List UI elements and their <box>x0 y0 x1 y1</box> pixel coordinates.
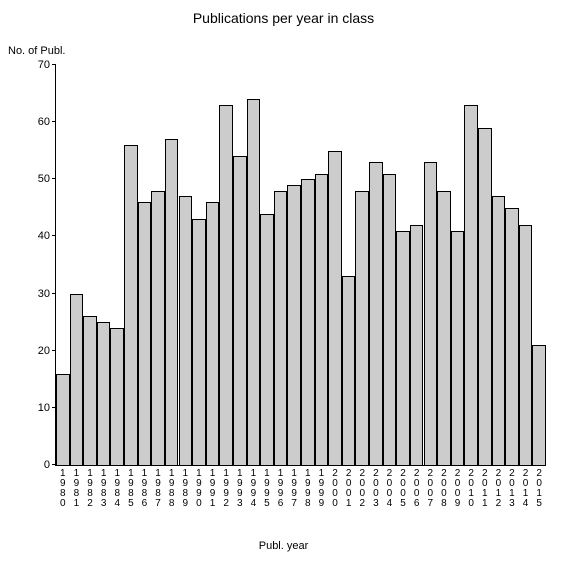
y-tick-label: 50 <box>38 173 56 185</box>
x-tick-label: 1990 <box>192 465 206 509</box>
x-tick-label: 1985 <box>124 465 138 509</box>
bar <box>219 105 233 465</box>
bar <box>369 162 383 465</box>
bar <box>260 214 274 465</box>
x-axis-label: Publ. year <box>0 540 567 552</box>
bar <box>179 196 193 465</box>
bar <box>233 156 247 465</box>
x-tick-label: 1981 <box>70 465 84 509</box>
x-tick-label: 2009 <box>451 465 465 509</box>
x-tick-label: 2005 <box>396 465 410 509</box>
x-tick-label: 1992 <box>219 465 233 509</box>
x-tick-label: 2004 <box>383 465 397 509</box>
bar <box>138 202 152 465</box>
x-tick-label: 1987 <box>151 465 165 509</box>
bar <box>192 219 206 465</box>
bar <box>206 202 220 465</box>
bar <box>287 185 301 465</box>
x-tick-label: 1995 <box>260 465 274 509</box>
y-tick-mark <box>52 121 56 122</box>
x-tick-label: 2012 <box>492 465 506 509</box>
x-tick-label: 1982 <box>83 465 97 509</box>
x-tick-label: 2008 <box>437 465 451 509</box>
y-tick-label: 0 <box>44 459 56 471</box>
x-tick-label: 2003 <box>369 465 383 509</box>
x-tick-label: 1986 <box>138 465 152 509</box>
bar <box>451 231 465 465</box>
bar <box>437 191 451 465</box>
y-tick-mark <box>52 178 56 179</box>
y-tick-label: 40 <box>38 230 56 242</box>
x-tick-label: 2000 <box>328 465 342 509</box>
bar <box>342 276 356 465</box>
bar <box>478 128 492 465</box>
bar <box>410 225 424 465</box>
x-tick-label: 1983 <box>97 465 111 509</box>
bar <box>355 191 369 465</box>
x-tick-label: 1984 <box>110 465 124 509</box>
bar <box>396 231 410 465</box>
bar <box>83 316 97 465</box>
x-tick-label: 1988 <box>165 465 179 509</box>
y-tick-mark <box>52 293 56 294</box>
x-tick-label: 1980 <box>56 465 70 509</box>
x-tick-label: 1993 <box>233 465 247 509</box>
x-tick-label: 1994 <box>247 465 261 509</box>
chart-title: Publications per year in class <box>0 10 567 26</box>
x-tick-label: 2001 <box>342 465 356 509</box>
bar <box>532 345 546 465</box>
x-tick-label: 2006 <box>410 465 424 509</box>
bar <box>124 145 138 465</box>
bar <box>505 208 519 465</box>
y-tick-label: 70 <box>38 59 56 71</box>
bar <box>519 225 533 465</box>
x-tick-label: 1997 <box>287 465 301 509</box>
bar <box>151 191 165 465</box>
x-tick-label: 1989 <box>179 465 193 509</box>
bar <box>492 196 506 465</box>
bar <box>383 174 397 465</box>
bar <box>424 162 438 465</box>
bar <box>110 328 124 465</box>
y-tick-mark <box>52 350 56 351</box>
bar <box>247 99 261 465</box>
x-tick-label: 2013 <box>505 465 519 509</box>
y-tick-label: 10 <box>38 402 56 414</box>
x-tick-label: 1991 <box>206 465 220 509</box>
x-tick-label: 2007 <box>424 465 438 509</box>
y-axis-label: No. of Publ. <box>8 45 65 57</box>
plot-area: 0102030405060701980198119821983198419851… <box>55 65 546 466</box>
bar <box>70 294 84 465</box>
x-tick-label: 2015 <box>532 465 546 509</box>
x-tick-label: 1996 <box>274 465 288 509</box>
bar <box>464 105 478 465</box>
bar <box>56 374 70 465</box>
y-tick-mark <box>52 235 56 236</box>
x-tick-label: 1998 <box>301 465 315 509</box>
y-tick-label: 30 <box>38 288 56 300</box>
y-tick-label: 20 <box>38 345 56 357</box>
chart-container: Publications per year in class No. of Pu… <box>0 0 567 567</box>
bar <box>274 191 288 465</box>
x-tick-label: 1999 <box>315 465 329 509</box>
bar <box>315 174 329 465</box>
x-tick-label: 2002 <box>355 465 369 509</box>
x-tick-label: 2014 <box>519 465 533 509</box>
x-tick-label: 2010 <box>464 465 478 509</box>
y-tick-mark <box>52 64 56 65</box>
bar <box>301 179 315 465</box>
bar <box>97 322 111 465</box>
y-tick-label: 60 <box>38 116 56 128</box>
x-tick-label: 2011 <box>478 465 492 509</box>
bar <box>165 139 179 465</box>
bar <box>328 151 342 465</box>
